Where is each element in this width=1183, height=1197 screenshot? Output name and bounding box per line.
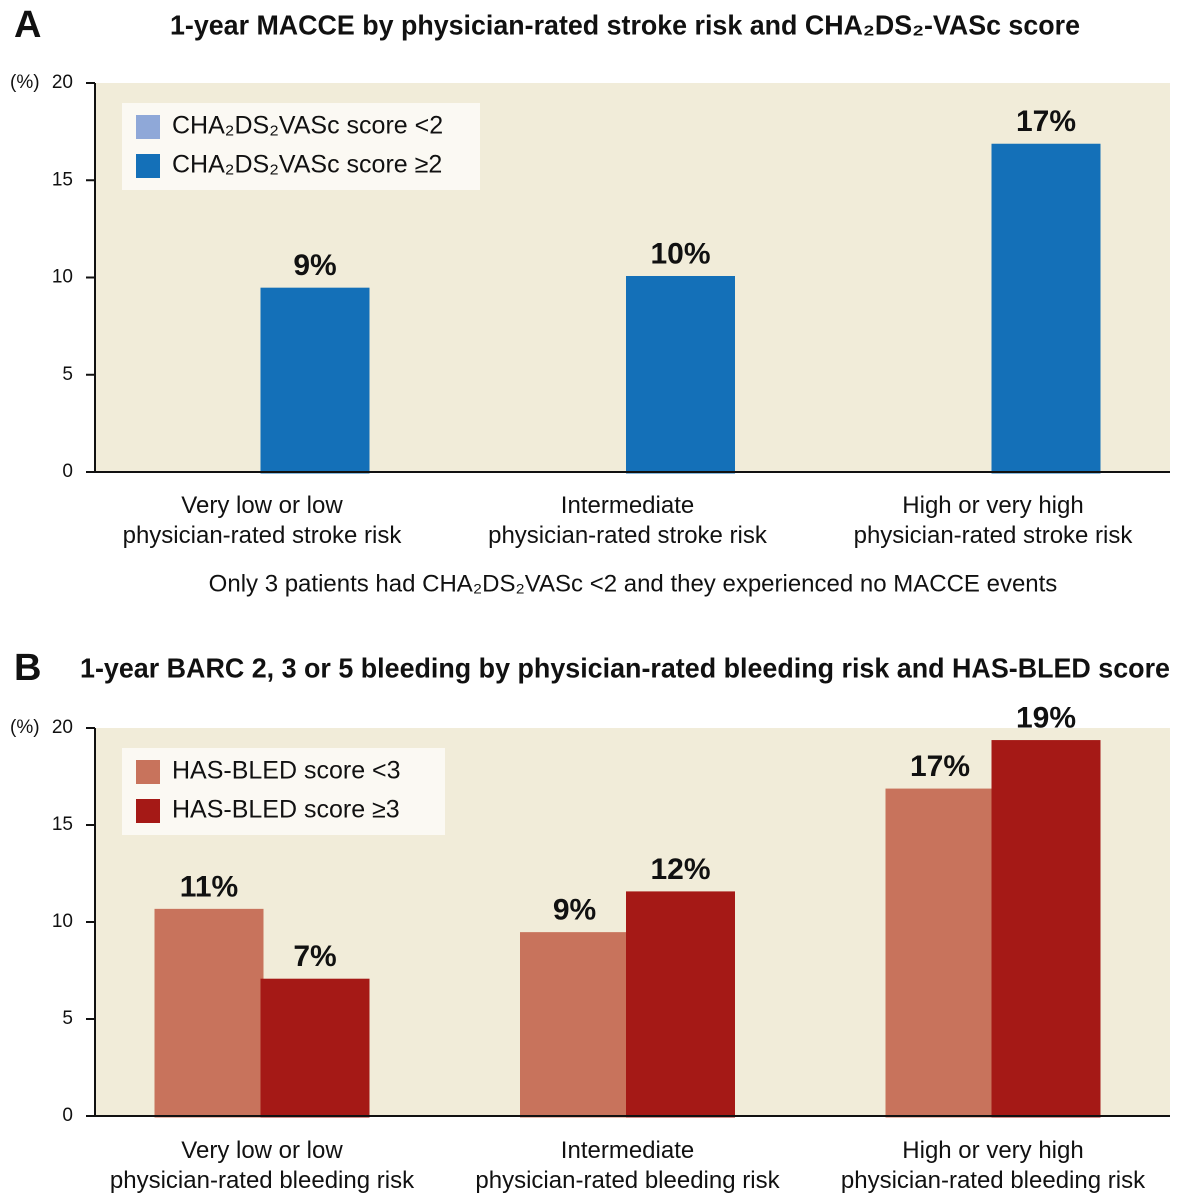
- y-tick-label: 0: [62, 1105, 73, 1126]
- legend-label: CHA₂DS₂VASc score ≥2: [172, 151, 442, 179]
- bar: [520, 932, 629, 1118]
- y-tick-label: 15: [52, 169, 73, 190]
- chart-title: 1-year BARC 2, 3 or 5 bleeding by physic…: [80, 652, 1170, 683]
- x-tick-label: Very low or low physician-rated bleeding …: [110, 1137, 415, 1194]
- legend-label: CHA₂DS₂VASc score <2: [172, 112, 443, 140]
- y-tick-label: 10: [52, 267, 73, 288]
- value-label: 10%: [650, 237, 710, 270]
- bar: [154, 908, 264, 1118]
- annotation: Only 3 patients had CHA₂DS₂VASc <2 and t…: [209, 570, 1058, 597]
- legend-swatch: [136, 154, 160, 178]
- y-tick-label: 20: [52, 72, 73, 93]
- value-label: 17%: [910, 750, 970, 783]
- panel-label: A: [14, 4, 41, 46]
- bar: [885, 788, 995, 1118]
- bar: [260, 287, 370, 474]
- y-tick-label: 0: [62, 461, 73, 482]
- legend-label: HAS-BLED score <3: [172, 757, 401, 785]
- legend-box: [122, 748, 445, 835]
- legend-label: HAS-BLED score ≥3: [172, 796, 400, 824]
- value-label: 7%: [293, 940, 336, 973]
- bar: [626, 891, 735, 1118]
- value-label: 11%: [180, 870, 238, 903]
- value-label: 9%: [293, 249, 336, 282]
- y-tick-label: 10: [52, 911, 73, 932]
- x-tick-label: Intermediate physician-rated stroke risk: [488, 492, 768, 549]
- x-tick-label: High or very high physician-rated bleedin…: [841, 1137, 1146, 1194]
- x-tick-label: Intermediate physician-rated bleeding ris…: [475, 1137, 780, 1194]
- bar: [260, 978, 370, 1118]
- value-label: 12%: [650, 853, 710, 886]
- y-axis-label: (%): [10, 717, 40, 738]
- legend-swatch: [136, 799, 160, 823]
- x-tick-label: Very low or low physician-rated stroke ri…: [123, 492, 403, 549]
- bar: [991, 143, 1101, 474]
- y-axis-label: (%): [10, 72, 40, 93]
- y-tick-label: 5: [62, 364, 73, 385]
- legend-box: [122, 103, 480, 190]
- legend-swatch: [136, 115, 160, 139]
- chart-title: 1-year MACCE by physician-rated stroke r…: [170, 9, 1080, 40]
- panel-label: B: [14, 647, 41, 689]
- y-tick-label: 15: [52, 814, 73, 835]
- y-tick-label: 5: [62, 1008, 73, 1029]
- legend-swatch: [136, 760, 160, 784]
- bar: [991, 740, 1101, 1118]
- value-label: 9%: [553, 894, 596, 927]
- x-tick-label: High or very high physician-rated stroke …: [854, 492, 1134, 549]
- value-label: 17%: [1016, 105, 1076, 138]
- bar: [626, 276, 735, 474]
- value-label: 19%: [1016, 702, 1076, 735]
- y-tick-label: 20: [52, 717, 73, 738]
